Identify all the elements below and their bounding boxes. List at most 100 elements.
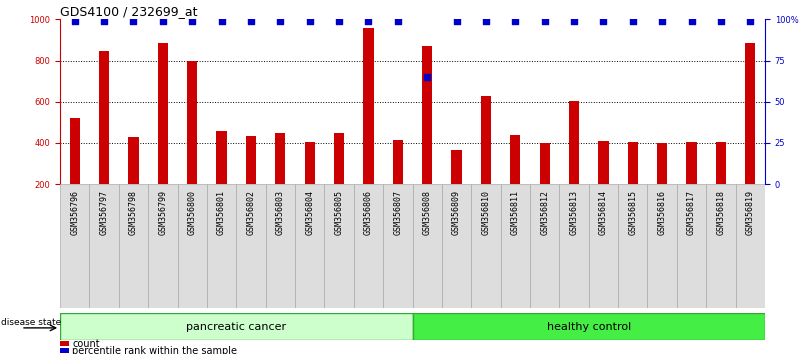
Bar [70, 118, 80, 184]
Bar [510, 135, 521, 184]
Bar [745, 43, 755, 184]
Text: GSM356799: GSM356799 [159, 190, 167, 235]
Point [450, 18, 463, 24]
Bar [276, 133, 285, 184]
Bar [530, 184, 559, 308]
Point [685, 18, 698, 24]
Text: GSM356808: GSM356808 [423, 190, 432, 235]
Text: GSM356811: GSM356811 [511, 190, 520, 235]
Text: healthy control: healthy control [546, 321, 631, 332]
Bar [392, 140, 403, 184]
Bar [422, 46, 433, 184]
Text: GSM356801: GSM356801 [217, 190, 226, 235]
Point [215, 18, 228, 24]
Text: GSM356807: GSM356807 [393, 190, 402, 235]
Point [156, 18, 169, 24]
Text: GSM356815: GSM356815 [628, 190, 638, 235]
Text: GSM356802: GSM356802 [247, 190, 256, 235]
Bar [354, 184, 383, 308]
Bar [442, 184, 471, 308]
Bar [334, 133, 344, 184]
Bar [413, 184, 442, 308]
Bar [706, 184, 735, 308]
Bar [324, 184, 354, 308]
Text: GSM356818: GSM356818 [716, 190, 726, 235]
Text: GDS4100 / 232699_at: GDS4100 / 232699_at [60, 5, 198, 18]
Bar [295, 184, 324, 308]
Bar [158, 43, 168, 184]
Bar [207, 184, 236, 308]
Bar [383, 184, 413, 308]
Text: GSM356796: GSM356796 [70, 190, 79, 235]
Point [421, 74, 433, 80]
Bar [559, 184, 589, 308]
Bar [99, 51, 109, 184]
Text: GSM356805: GSM356805 [335, 190, 344, 235]
Bar [657, 143, 667, 184]
Bar [236, 184, 266, 308]
Text: pancreatic cancer: pancreatic cancer [186, 321, 286, 332]
Bar [677, 184, 706, 308]
Bar [569, 101, 579, 184]
Text: GSM356812: GSM356812 [540, 190, 549, 235]
Text: GSM356816: GSM356816 [658, 190, 666, 235]
Point [626, 18, 639, 24]
Bar [452, 150, 461, 184]
Bar [128, 137, 139, 184]
Point [714, 18, 727, 24]
Bar [60, 341, 69, 346]
Point [392, 18, 405, 24]
Bar [471, 184, 501, 308]
Bar [148, 184, 178, 308]
Point [186, 18, 199, 24]
Text: GSM356813: GSM356813 [570, 190, 578, 235]
Text: GSM356814: GSM356814 [599, 190, 608, 235]
Text: count: count [72, 338, 99, 349]
Bar [598, 141, 609, 184]
Bar [60, 313, 413, 340]
Bar [501, 184, 530, 308]
Point [509, 18, 521, 24]
Bar [60, 184, 90, 308]
Text: GSM356809: GSM356809 [452, 190, 461, 235]
Point [274, 18, 287, 24]
Bar [90, 184, 119, 308]
Point [332, 18, 345, 24]
Bar [246, 136, 256, 184]
Text: GSM356797: GSM356797 [99, 190, 109, 235]
Point [568, 18, 581, 24]
Bar [187, 61, 197, 184]
Text: GSM356817: GSM356817 [687, 190, 696, 235]
Text: GSM356798: GSM356798 [129, 190, 138, 235]
Bar [266, 184, 295, 308]
Bar [618, 184, 647, 308]
Point [362, 18, 375, 24]
Point [244, 18, 257, 24]
Text: GSM356803: GSM356803 [276, 190, 285, 235]
Bar [119, 184, 148, 308]
Bar [364, 28, 373, 184]
Text: disease state: disease state [2, 318, 62, 327]
Point [68, 18, 81, 24]
Point [597, 18, 610, 24]
Text: GSM356800: GSM356800 [187, 190, 197, 235]
Text: percentile rank within the sample: percentile rank within the sample [72, 346, 237, 354]
Point [538, 18, 551, 24]
Bar [628, 142, 638, 184]
Bar [178, 184, 207, 308]
Text: GSM356806: GSM356806 [364, 190, 373, 235]
Point [656, 18, 669, 24]
Bar [216, 131, 227, 184]
Bar [481, 96, 491, 184]
Bar [60, 348, 69, 353]
Bar [304, 142, 315, 184]
Bar [589, 184, 618, 308]
Bar [647, 184, 677, 308]
Point [304, 18, 316, 24]
Text: GSM356810: GSM356810 [481, 190, 490, 235]
Bar [540, 143, 549, 184]
Bar [716, 142, 726, 184]
Point [98, 18, 111, 24]
Point [744, 18, 757, 24]
Text: GSM356819: GSM356819 [746, 190, 755, 235]
